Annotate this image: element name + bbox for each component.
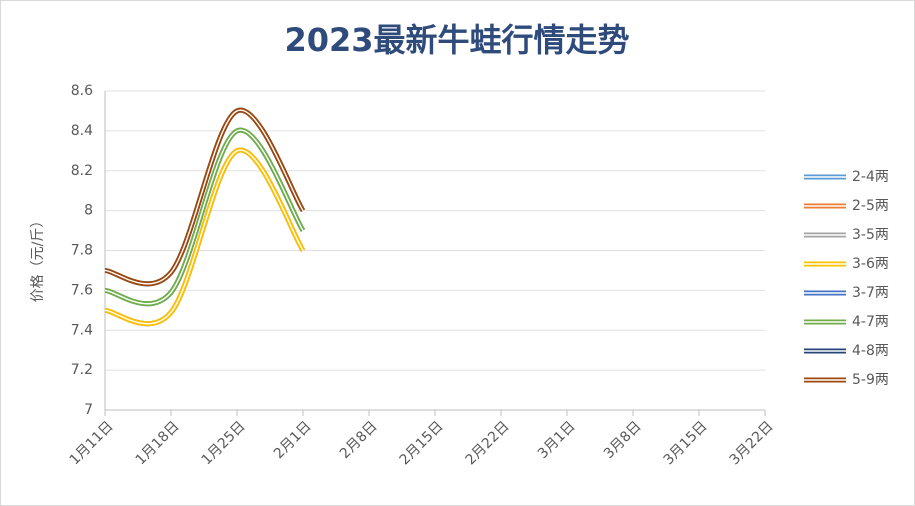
legend-label: 3-7两 bbox=[852, 285, 889, 301]
y-axis-label: 价格（元/斤） bbox=[30, 214, 46, 303]
legend-label: 2-4两 bbox=[852, 169, 889, 185]
y-tick-label: 7.2 bbox=[71, 362, 93, 378]
y-tick-label: 8 bbox=[84, 203, 93, 219]
y-tick-label: 8.6 bbox=[71, 83, 93, 99]
legend-label: 5-9两 bbox=[852, 372, 889, 388]
y-tick-label: 7.4 bbox=[71, 322, 93, 338]
y-tick-label: 8.2 bbox=[71, 163, 93, 179]
legend-label: 3-5两 bbox=[852, 227, 889, 243]
y-tick-label: 7.6 bbox=[71, 282, 93, 298]
legend-label: 4-8两 bbox=[852, 343, 889, 359]
chart-title: 2023最新牛蛙行情走势 bbox=[284, 21, 629, 59]
legend-label: 4-7两 bbox=[852, 314, 889, 330]
series-line-inner bbox=[104, 109, 304, 285]
series-line-inner bbox=[104, 149, 304, 325]
legend-label: 3-6两 bbox=[852, 256, 889, 272]
y-tick-label: 7 bbox=[84, 402, 93, 418]
legend-label: 2-5两 bbox=[852, 198, 889, 214]
series-line-inner bbox=[104, 129, 304, 305]
y-tick-label: 7.8 bbox=[71, 243, 93, 259]
y-tick-label: 8.4 bbox=[71, 123, 93, 139]
